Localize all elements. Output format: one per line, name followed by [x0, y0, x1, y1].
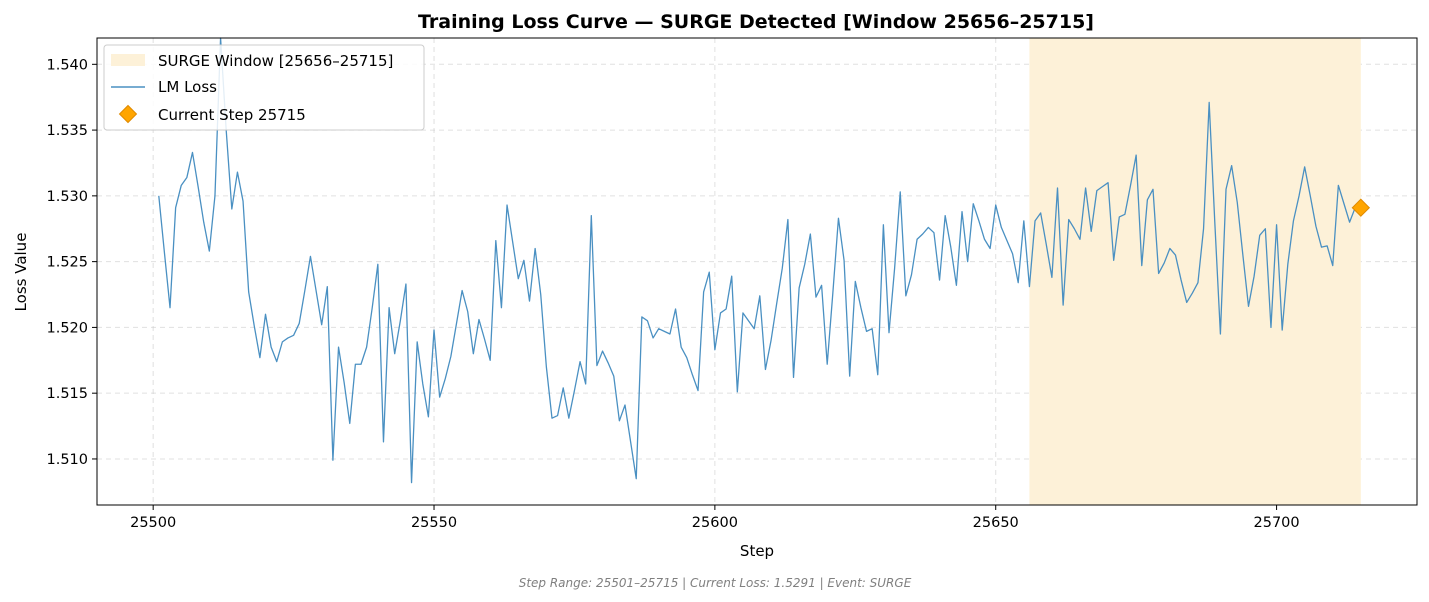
footer-caption: Step Range: 25501–25715 | Current Loss: … [519, 576, 912, 590]
current-step-layer [1351, 198, 1371, 217]
y-tick-label: 1.530 [46, 189, 88, 205]
legend: SURGE Window [25656–25715] LM Loss Curre… [103, 44, 425, 131]
x-tick-label: 25600 [692, 515, 738, 531]
y-tick-label: 1.515 [46, 386, 88, 402]
legend-surge-label: SURGE Window [25656–25715] [158, 52, 393, 70]
legend-surge-swatch [111, 54, 145, 66]
legend-current-step-diamond-icon [118, 104, 138, 124]
y-tick-label: 1.510 [46, 452, 88, 468]
x-tick-label: 25650 [973, 515, 1019, 531]
y-axis-label: Loss Value [12, 233, 30, 312]
x-tick-label: 25500 [130, 515, 176, 531]
series-layer [158, 37, 1356, 484]
surge-window-layer [1029, 38, 1361, 505]
surge-window-span [1029, 38, 1361, 505]
legend-box [103, 44, 425, 131]
current-step-marker [1351, 198, 1371, 217]
y-tick-label: 1.540 [46, 57, 88, 73]
y-tick-label: 1.535 [46, 123, 88, 139]
x-axis-label: Step [740, 542, 774, 560]
x-axis-ticks: 25500 25550 25600 25650 25700 [130, 505, 1300, 531]
chart-title: Training Loss Curve — SURGE Detected [Wi… [418, 11, 1094, 33]
legend-lm-loss-label: LM Loss [158, 78, 217, 96]
x-tick-label: 25700 [1254, 515, 1300, 531]
y-tick-label: 1.525 [46, 255, 88, 271]
lm-loss-line [158, 37, 1356, 484]
y-axis-ticks: 1.510 1.515 1.520 1.525 1.530 1.535 1.540 [46, 57, 97, 468]
legend-current-step-label: Current Step 25715 [158, 106, 306, 124]
y-tick-label: 1.520 [46, 320, 88, 336]
x-tick-label: 25550 [411, 515, 457, 531]
plot-frame [96, 37, 1418, 506]
